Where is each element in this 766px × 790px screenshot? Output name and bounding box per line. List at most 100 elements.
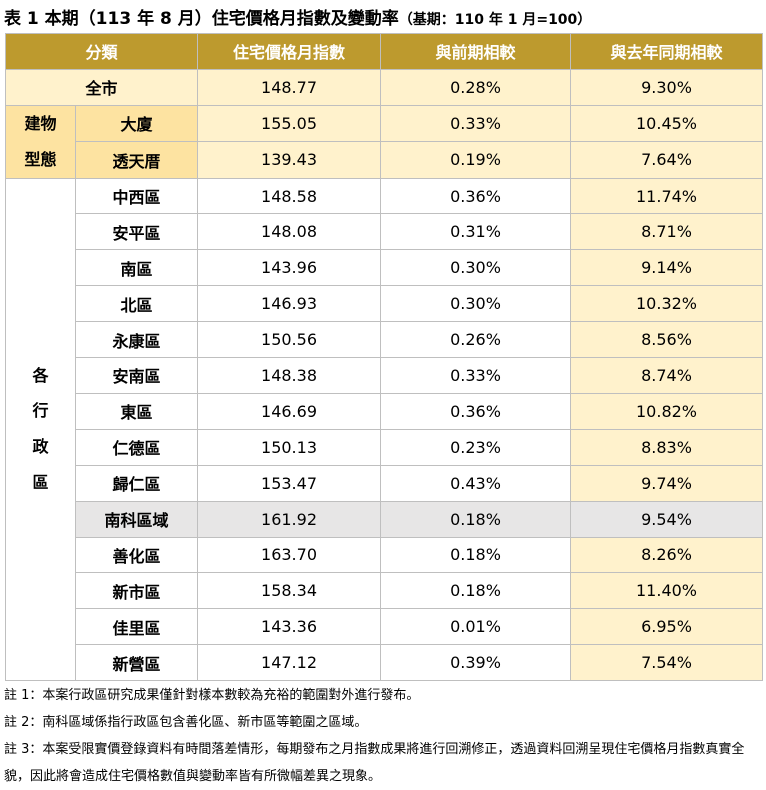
category-cell: 歸仁區 — [74, 464, 199, 502]
index-cell: 148.58 — [197, 177, 382, 215]
category-cell: 永康區 — [74, 321, 199, 359]
qoq-cell: 0.18% — [380, 500, 572, 538]
index-cell: 148.77 — [197, 68, 382, 106]
table-row: 安南區 148.38 0.33% 8.74% — [6, 357, 764, 394]
subtitle: （基期：110 年 1 月=100） — [398, 12, 592, 28]
group-label: 建物 型態 — [5, 104, 76, 179]
notes: 註 1：本案行政區研究成果僅針對樣本數較為充裕的範圍對外進行發布。註 2：南科區… — [4, 682, 764, 790]
header-cell: 與前期相較 — [380, 33, 572, 70]
table-row: 佳里區 143.36 0.01% 6.95% — [6, 608, 764, 646]
index-cell: 143.96 — [197, 249, 382, 287]
index-cell: 147.12 — [197, 644, 382, 682]
note: 註 3：本案受限實價登錄資料有時間落差情形，每期發布之月指數成果將進行回溯修正，… — [4, 742, 745, 784]
table-row: 安平區 148.08 0.31% 8.71% — [6, 213, 764, 251]
group-label-line: 政 — [32, 437, 49, 457]
yoy-cell: 8.56% — [570, 321, 764, 359]
qoq-cell: 0.19% — [380, 141, 572, 179]
qoq-cell: 0.18% — [380, 536, 572, 574]
note: 註 1：本案行政區研究成果僅針對樣本數較為充裕的範圍對外進行發布。 — [4, 688, 420, 703]
qoq-cell: 0.39% — [380, 644, 572, 682]
group-label-line: 各 — [32, 365, 49, 385]
index-cell: 148.08 — [197, 213, 382, 251]
table-body: 全市 148.77 0.28% 9.30% 建物 型態 大廈 155.05 0.33% 10.45… — [4, 68, 764, 682]
table-row: 各行政區中西區 148.58 0.36% 11.74% — [5, 177, 764, 682]
yoy-cell: 9.74% — [570, 464, 764, 502]
index-cell: 146.93 — [197, 285, 382, 323]
group-label: 各行政區 — [5, 177, 76, 682]
yoy-cell: 10.82% — [570, 392, 764, 430]
qoq-cell: 0.36% — [380, 177, 572, 215]
table-row: 歸仁區 153.47 0.43% 9.74% — [6, 464, 764, 502]
category-cell: 新市區 — [74, 572, 199, 610]
category-cell: 南區 — [74, 249, 199, 287]
table-row: 透天厝 139.43 0.19% 7.64% — [6, 141, 764, 179]
category-cell: 安平區 — [74, 213, 199, 251]
index-cell: 139.43 — [197, 141, 382, 179]
yoy-cell: 10.32% — [570, 285, 764, 323]
table-row: 永康區 150.56 0.26% 8.56% — [6, 321, 764, 359]
header-cell: 分類 — [4, 33, 199, 70]
table-row: 北區 146.93 0.30% 10.32% — [6, 285, 764, 323]
category-cell: 大廈 — [74, 104, 199, 143]
index-cell: 148.38 — [197, 357, 382, 394]
category-cell: 善化區 — [74, 536, 199, 574]
yoy-cell: 9.14% — [570, 249, 764, 287]
header-row: 分類 住宅價格月指數 與前期相較 與去年同期相較 — [4, 33, 764, 70]
category-cell: 透天厝 — [74, 141, 199, 179]
table-row: 南科區域 161.92 0.18% 9.54% — [6, 500, 764, 538]
qoq-cell: 0.26% — [380, 321, 572, 359]
index-cell: 161.92 — [197, 500, 382, 538]
note: 註 2：南科區域係指行政區包含善化區、新市區等範圍之區域。 — [4, 715, 368, 730]
yoy-cell: 11.74% — [570, 177, 764, 215]
yoy-cell: 9.54% — [570, 500, 764, 538]
category-cell: 南科區域 — [74, 500, 199, 538]
yoy-cell: 8.74% — [570, 357, 764, 394]
yoy-cell: 11.40% — [570, 572, 764, 610]
category-cell: 中西區 — [74, 177, 199, 215]
qoq-cell: 0.30% — [380, 285, 572, 323]
header-cell: 與去年同期相較 — [570, 33, 764, 70]
category-cell: 全市 — [4, 68, 199, 106]
qoq-cell: 0.33% — [380, 357, 572, 394]
group-label-line: 行 — [32, 401, 49, 421]
category-cell: 新營區 — [74, 644, 199, 682]
qoq-cell: 0.36% — [380, 392, 572, 430]
group-label-line: 區 — [32, 473, 49, 493]
yoy-cell: 7.64% — [570, 141, 764, 179]
qoq-cell: 0.43% — [380, 464, 572, 502]
category-cell: 佳里區 — [74, 608, 199, 646]
header-cell: 住宅價格月指數 — [197, 33, 382, 70]
title-block: 表 1 本期（113 年 8 月）住宅價格月指數及變動率（基期：110 年 1 … — [4, 4, 591, 29]
yoy-cell: 8.26% — [570, 536, 764, 574]
yoy-cell: 10.45% — [570, 104, 764, 143]
index-cell: 150.13 — [197, 428, 382, 466]
index-cell: 143.36 — [197, 608, 382, 646]
yoy-cell: 9.30% — [570, 68, 764, 106]
category-cell: 北區 — [74, 285, 199, 323]
category-cell: 安南區 — [74, 357, 199, 394]
category-cell: 東區 — [74, 392, 199, 430]
qoq-cell: 0.01% — [380, 608, 572, 646]
group-label-line: 建物 — [24, 113, 57, 133]
qoq-cell: 0.18% — [380, 572, 572, 610]
qoq-cell: 0.28% — [380, 68, 572, 106]
index-cell: 163.70 — [197, 536, 382, 574]
index-table: 分類 住宅價格月指數 與前期相較 與去年同期相較 全市 148.77 0.28% 9.… — [4, 33, 764, 682]
qoq-cell: 0.31% — [380, 213, 572, 251]
table-row: 新市區 158.34 0.18% 11.40% — [6, 572, 764, 610]
index-cell: 153.47 — [197, 464, 382, 502]
index-cell: 158.34 — [197, 572, 382, 610]
table-row: 新營區 147.12 0.39% 7.54% — [6, 644, 764, 682]
yoy-cell: 6.95% — [570, 608, 764, 646]
table-row: 建物 型態 大廈 155.05 0.33% 10.45% — [5, 104, 764, 179]
yoy-cell: 7.54% — [570, 644, 764, 682]
qoq-cell: 0.23% — [380, 428, 572, 466]
yoy-cell: 8.71% — [570, 213, 764, 251]
table-row: 東區 146.69 0.36% 10.82% — [6, 392, 764, 430]
index-cell: 146.69 — [197, 392, 382, 430]
category-cell: 仁德區 — [74, 428, 199, 466]
table-row: 善化區 163.70 0.18% 8.26% — [6, 536, 764, 574]
qoq-cell: 0.30% — [380, 249, 572, 287]
table-row: 全市 148.77 0.28% 9.30% — [4, 68, 764, 106]
